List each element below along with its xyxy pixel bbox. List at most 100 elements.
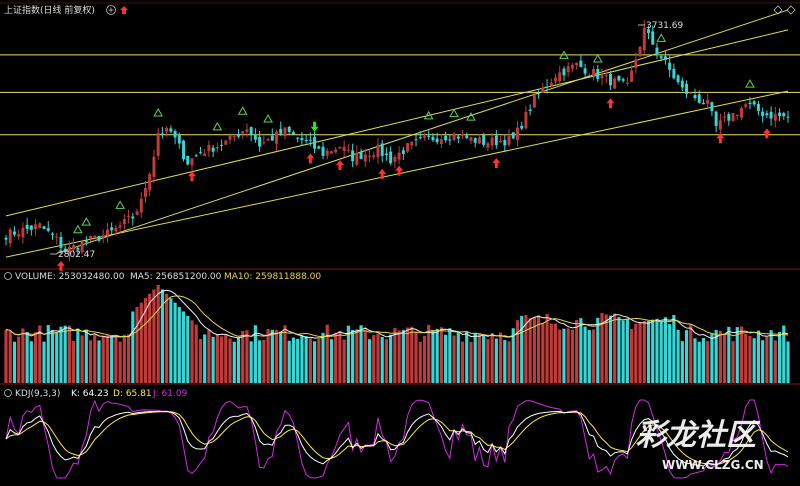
candle: [270, 128, 274, 141]
candle: [435, 132, 439, 145]
volume-bar: [456, 332, 460, 383]
candle: [186, 155, 190, 166]
price-panel-header: 上证指数(日线 前复权): [4, 4, 796, 16]
volume-bar: [596, 317, 600, 383]
candle: [414, 134, 418, 147]
volume-bar: [752, 338, 756, 383]
kdj-j-line: [5, 399, 789, 479]
volume-ma5-line: [5, 289, 789, 340]
candle: [283, 127, 287, 140]
candle: [456, 133, 460, 144]
sell-arrow-marker: [310, 121, 319, 132]
candle: [659, 54, 663, 62]
candle: [685, 80, 689, 99]
channel-line: [5, 90, 789, 258]
candle: [625, 77, 629, 86]
candle: [63, 245, 67, 253]
diamond-icon[interactable]: [773, 5, 783, 15]
volume-bar: [228, 338, 232, 383]
candle: [160, 126, 164, 139]
candle: [338, 146, 342, 149]
candle: [482, 132, 486, 148]
candle: [701, 99, 705, 105]
candle: [55, 233, 59, 245]
volume-bar: [410, 326, 414, 383]
candle: [8, 227, 12, 248]
volume-bar: [739, 326, 744, 383]
volume-bar: [334, 332, 338, 383]
candle: [406, 142, 410, 154]
candle: [4, 234, 8, 246]
candle: [575, 62, 579, 70]
candle: [376, 138, 380, 164]
candle: [490, 133, 494, 150]
candle: [97, 235, 101, 243]
volume-bar: [570, 329, 575, 383]
volume-bar: [211, 336, 215, 383]
volume-ma10-line: [5, 295, 789, 338]
volume-bar: [380, 336, 384, 383]
volume-value-label: VOLUME: 253032480.00: [15, 272, 125, 282]
signal-triangle-marker: [212, 121, 223, 131]
volume-bar: [494, 338, 498, 383]
candle: [418, 131, 422, 140]
volume-bar: [482, 335, 486, 383]
candle: [291, 130, 295, 135]
candle: [72, 238, 76, 254]
signal-triangle-marker: [153, 107, 164, 117]
channel-line: [5, 29, 789, 217]
candle: [583, 63, 587, 77]
candle: [351, 143, 355, 168]
candle: [621, 77, 625, 83]
volume-bar: [731, 341, 735, 383]
candle: [177, 132, 181, 149]
candle: [638, 46, 642, 58]
candle: [676, 74, 680, 85]
candle: [401, 146, 405, 160]
candle: [731, 112, 735, 122]
candle: [549, 78, 553, 88]
volume-bar: [684, 330, 689, 383]
candle: [296, 136, 300, 143]
candle: [245, 123, 249, 137]
candle: [148, 172, 152, 197]
volume-bar: [393, 327, 397, 383]
volume-bar: [465, 331, 469, 383]
volume-bar: [245, 330, 249, 383]
volume-bar: [625, 319, 629, 383]
volume-bar: [668, 324, 672, 383]
candle: [524, 105, 528, 130]
candle: [634, 52, 638, 74]
candle: [431, 133, 435, 142]
kdj-panel-header: KDJ(9,3,3) K: 64.23 D: 65.81 J: 61.09: [4, 389, 188, 399]
candle: [110, 222, 114, 235]
signal-triangle-marker: [72, 224, 83, 234]
panel-toggle-icon[interactable]: [4, 272, 12, 280]
volume-bar: [532, 316, 536, 383]
volume-bar: [372, 335, 376, 383]
volume-bar: [55, 332, 59, 383]
volume-bar: [308, 338, 312, 383]
signal-triangle-marker: [115, 200, 125, 209]
plus-icon[interactable]: [106, 5, 116, 15]
candle: [12, 226, 16, 237]
diamond-icon[interactable]: [786, 5, 796, 15]
volume-bar: [118, 341, 122, 383]
high-price-label: 3731.69: [646, 21, 683, 31]
volume-bar: [152, 289, 156, 383]
candle: [592, 65, 596, 81]
volume-bar: [17, 336, 21, 383]
buy-arrow-marker: [395, 165, 404, 176]
candle: [29, 225, 33, 236]
volume-bar: [621, 320, 625, 383]
candle: [114, 224, 118, 236]
volume-bar: [67, 325, 71, 383]
volume-bar: [591, 329, 596, 383]
volume-bar: [338, 330, 342, 383]
candle: [782, 111, 786, 120]
panel-toggle-icon[interactable]: [4, 389, 12, 397]
candle: [537, 89, 541, 99]
volume-bar: [744, 334, 748, 383]
up-arrow-icon[interactable]: [120, 6, 128, 14]
candle: [562, 66, 566, 81]
